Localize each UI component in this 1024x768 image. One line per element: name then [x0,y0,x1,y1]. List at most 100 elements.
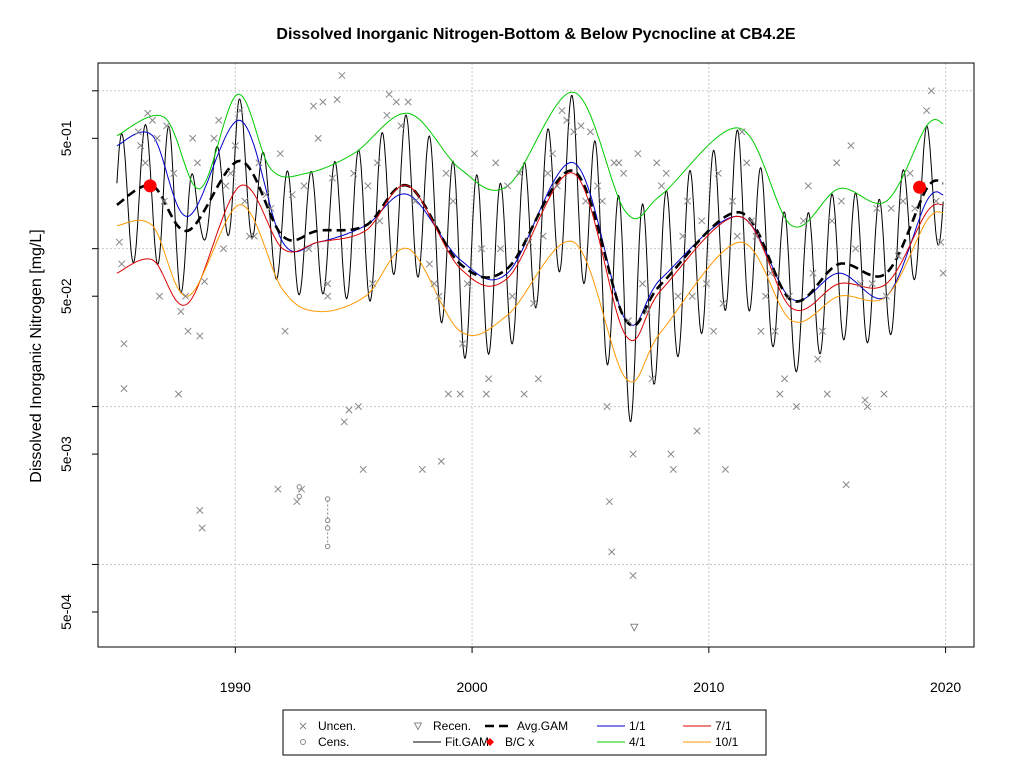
axes: 5e-04 5e-03 5e-02 5e-01 1990 2000 2010 2020 [58,90,961,695]
uncensored-point [923,106,931,115]
uncensored-point [899,197,907,205]
uncensored-point [397,122,405,130]
uncensored-point [504,182,512,190]
uncensored-point [823,390,831,398]
uncensored-point [470,150,478,158]
uncensored-point [477,245,486,253]
legend-label: 7/1 [715,719,732,733]
legend-symbol-triangle [413,722,423,731]
uncensored-point [856,280,864,288]
uncensored-point [594,182,602,190]
uncensored-point [766,269,774,277]
uncensored-point [534,375,542,383]
uncensored-point [873,204,881,212]
uncensored-point [241,197,249,205]
uncensored-point [608,548,616,556]
chart-title: Dissolved Inorganic Nitrogen-Bottom & Be… [276,26,796,43]
legend-symbol-diamond [486,738,494,746]
uncensored-point [255,159,263,167]
uncensored-point [738,128,746,136]
uncensored-point [939,269,947,277]
uncensored-point [733,232,741,240]
uncensored-point [196,506,204,514]
uncensored-point [463,280,471,288]
uncensored-point [563,116,571,124]
uncensored-point [911,204,919,212]
uncensored-point [804,182,812,190]
uncensored-point [553,182,561,190]
uncensored-point [833,159,841,167]
uncensored-point [586,128,595,136]
uncensored-point [837,197,845,205]
uncensored-point [354,403,362,411]
uncensored-point [300,182,308,190]
uncensored-point [456,390,464,398]
fit-gam-line [116,95,944,423]
grid [98,63,974,647]
uncensored-point [861,396,869,404]
uncensored-point [927,87,935,95]
legend-label: 4/1 [629,735,646,749]
uncensored-point [156,292,164,300]
y-tick-label: 5e-04 [58,594,74,630]
uncensored-point [449,197,457,205]
legend-symbol-x [299,722,307,730]
uncensored-point [582,197,590,205]
uncensored-point [863,403,872,411]
uncensored-point [182,292,190,300]
uncensored-point [887,204,895,212]
uncensored-point [392,98,400,106]
uncensored-point [792,403,800,411]
uncensored-point [435,292,443,300]
uncensored-point [629,572,637,580]
uncensored-point [485,375,493,383]
uncensored-point [721,465,729,473]
uncensored-point [598,197,606,205]
uncensored-point [215,116,223,124]
uncensored-point [437,457,445,465]
uncensored-point [653,159,661,167]
x-tick-label: 1990 [220,679,251,695]
uncensored-point [693,427,701,435]
uncensored-point [444,390,452,398]
uncensored-point [643,307,651,316]
uncensored-point [276,150,284,158]
uncensored-point [231,141,239,150]
uncensored-point [662,169,670,177]
uncensored-point [698,217,706,225]
uncensored-point [338,71,346,80]
uncensored-point [728,197,737,205]
uncensored-point [345,406,353,414]
uncensored-point [868,280,876,288]
uncensored-point [314,134,322,142]
legend-label: Uncen. [318,719,356,733]
uncensored-point [771,327,779,335]
uncensored-point [482,390,490,398]
series-line-avg-gam [116,159,944,328]
bc-x-point [913,180,927,194]
uncensored-point [281,327,289,335]
uncensored-point [309,102,318,110]
legend-box [282,709,767,756]
uncensored-point [615,159,623,167]
uncensored-point [752,232,760,240]
uncensored-point [657,182,666,190]
uncensored-point [134,128,142,136]
uncensored-point [515,169,523,177]
legend-label: Avg.GAM [517,719,568,733]
uncensored-point [350,169,358,177]
legend-label: 1/1 [629,719,646,733]
uncensored-point [688,292,696,300]
uncensored-point [288,191,296,199]
uncensored-point [894,252,902,260]
uncensored-point [144,109,152,117]
uncensored-point [683,197,692,205]
uncensored-point [219,245,228,253]
series-line-7-1 [116,172,944,342]
uncensored-point [305,245,313,253]
uncensored-point [605,498,613,506]
uncensored-point [170,169,178,177]
uncensored-point [667,450,675,458]
uncensored-point [757,327,765,335]
